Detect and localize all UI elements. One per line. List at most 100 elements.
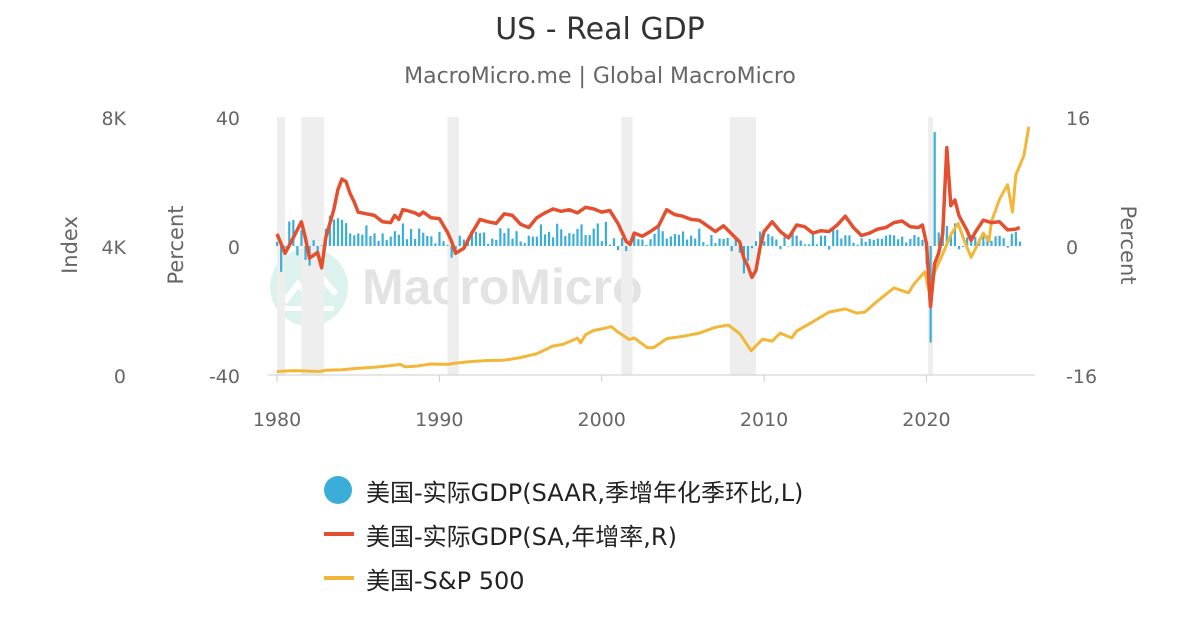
legend-label: 美国-实际GDP(SAAR,季增年化季环比,L) bbox=[366, 478, 804, 507]
gdp-bar bbox=[718, 238, 721, 246]
gdp-bar bbox=[353, 235, 356, 246]
gdp-bar bbox=[828, 246, 831, 250]
gdp-bar bbox=[779, 246, 782, 250]
gdp-bar bbox=[681, 231, 685, 246]
gdp-bar bbox=[564, 236, 567, 246]
gdp-bar bbox=[815, 244, 819, 246]
gdp-bar bbox=[296, 246, 299, 256]
gdp-bar bbox=[901, 236, 904, 246]
gdp-bar bbox=[519, 241, 522, 246]
gdp-bar bbox=[852, 242, 855, 246]
gdp-bar bbox=[982, 231, 985, 246]
gdp-bar bbox=[430, 236, 433, 246]
gdp-bar bbox=[527, 235, 530, 246]
gdp-bar bbox=[726, 237, 729, 246]
gdp-bar bbox=[872, 239, 875, 246]
gdp-bar bbox=[803, 244, 806, 246]
y-axis-ticks: 0 4K 8K -40 0 40 -16 0 16 bbox=[101, 108, 1097, 388]
gdp-bar bbox=[746, 246, 750, 261]
gdp-bar bbox=[418, 228, 421, 246]
legend-label: 美国-实际GDP(SA,年增率,R) bbox=[366, 522, 677, 551]
gdp-bar bbox=[860, 238, 863, 246]
gdp-bar bbox=[547, 231, 551, 246]
gdp-bar bbox=[990, 240, 993, 246]
legend-item-sp500[interactable]: 美国-S&P 500 bbox=[324, 556, 803, 600]
gdp-bar bbox=[361, 234, 364, 246]
gdp-bar bbox=[515, 231, 518, 246]
gdp-bar bbox=[397, 234, 400, 246]
legend-item-gdp-qoq[interactable]: 美国-实际GDP(SAAR,季增年化季环比,L) bbox=[324, 468, 803, 512]
gdp-bar bbox=[961, 246, 965, 247]
gdp-bar bbox=[576, 228, 579, 246]
gdp-bar bbox=[495, 239, 498, 246]
gdp-bar bbox=[888, 234, 892, 246]
gdp-bar bbox=[974, 236, 977, 246]
gdp-bar bbox=[1006, 246, 1009, 248]
gdp-bar bbox=[442, 241, 445, 246]
y-tick-label-percent-right: 0 bbox=[1066, 237, 1078, 259]
gdp-bar bbox=[284, 246, 287, 248]
gdp-bar bbox=[763, 241, 766, 246]
gdp-bar bbox=[694, 238, 697, 246]
gdp-bar bbox=[381, 233, 384, 246]
x-tick-label: 1980 bbox=[253, 409, 301, 431]
gdp-bar bbox=[499, 228, 502, 246]
gdp-bar bbox=[596, 223, 599, 246]
gdp-bar bbox=[369, 236, 372, 246]
gdp-bar bbox=[949, 235, 953, 246]
gdp-bar bbox=[612, 238, 616, 246]
y-tick-label-percent-right: -16 bbox=[1066, 366, 1097, 388]
gdp-bar bbox=[478, 233, 482, 246]
gdp-bar bbox=[795, 235, 798, 246]
gdp-bar bbox=[328, 215, 331, 246]
gdp-bar bbox=[783, 236, 786, 246]
gdp-bar bbox=[373, 233, 376, 246]
sp500-line bbox=[276, 126, 1031, 373]
gdp-bar bbox=[819, 235, 823, 246]
gdp-bar bbox=[933, 132, 936, 246]
gdp-bar bbox=[645, 245, 648, 246]
gdp-bar bbox=[543, 234, 547, 246]
watermark-text: MacroMicro bbox=[362, 259, 643, 315]
gdp-bar bbox=[698, 228, 701, 246]
gdp-bar bbox=[332, 219, 336, 246]
gdp-bar bbox=[483, 232, 486, 246]
gdp-bar bbox=[641, 239, 644, 246]
gdp-bar bbox=[288, 221, 291, 246]
gdp-bar bbox=[389, 236, 392, 246]
gdp-bar bbox=[535, 236, 538, 246]
gdp-bar bbox=[734, 238, 737, 246]
gdp-bar bbox=[673, 234, 676, 246]
gdp-bar bbox=[832, 228, 835, 246]
gdp-bar bbox=[621, 237, 624, 246]
gdp-bar bbox=[616, 246, 620, 251]
y-tick-label-index: 0 bbox=[114, 366, 126, 388]
y-tick-label-percent-left: -40 bbox=[209, 366, 240, 388]
gdp-bar bbox=[653, 233, 656, 246]
gdp-bar bbox=[592, 228, 595, 246]
gdp-bar bbox=[393, 231, 396, 246]
y-tick-label-index: 4K bbox=[101, 237, 126, 259]
x-tick-label: 2020 bbox=[902, 409, 950, 431]
gdp-bar bbox=[836, 229, 839, 246]
gdp-bar bbox=[357, 233, 360, 246]
gdp-bar bbox=[1002, 238, 1005, 246]
y-tick-label-percent-left: 0 bbox=[228, 237, 240, 259]
gdp-bar bbox=[336, 218, 340, 246]
gdp-bar bbox=[787, 246, 790, 247]
gdp-bar bbox=[690, 235, 693, 246]
gdp-bar bbox=[458, 235, 461, 246]
y-axis-title-index: Index bbox=[58, 216, 82, 274]
gdp-bar bbox=[556, 223, 559, 246]
y-axis-title-percent-right: Percent bbox=[1116, 205, 1140, 284]
gdp-bar bbox=[710, 235, 713, 246]
gdp-qoq-bars bbox=[276, 132, 1022, 343]
gdp-bar bbox=[491, 238, 494, 246]
gdp-bar bbox=[957, 246, 961, 250]
gdp-bar bbox=[994, 236, 997, 246]
gdp-bar bbox=[909, 238, 912, 246]
gdp-bar bbox=[487, 243, 490, 246]
legend-item-gdp-yoy[interactable]: 美国-实际GDP(SA,年增率,R) bbox=[324, 512, 803, 556]
gdp-bar bbox=[450, 246, 453, 258]
gdp-bar bbox=[385, 239, 388, 246]
